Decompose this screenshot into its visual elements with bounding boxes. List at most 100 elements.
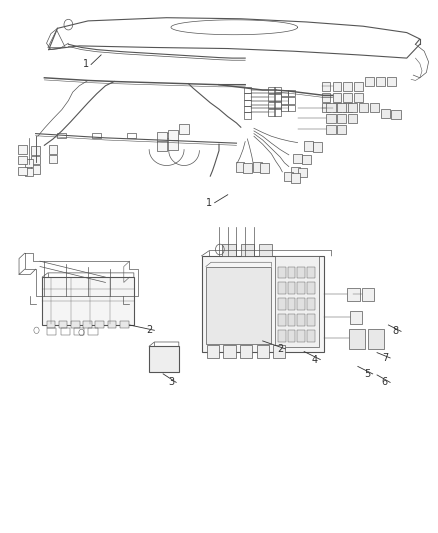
- Bar: [57, 133, 66, 138]
- Bar: [207, 345, 219, 358]
- Bar: [337, 114, 346, 123]
- Bar: [278, 330, 286, 342]
- Bar: [259, 244, 272, 256]
- Text: 7: 7: [382, 353, 388, 363]
- Bar: [307, 330, 314, 342]
- Bar: [278, 314, 286, 326]
- Bar: [275, 256, 319, 348]
- Bar: [275, 94, 282, 101]
- Bar: [18, 156, 27, 165]
- Bar: [46, 321, 55, 328]
- Bar: [59, 321, 67, 328]
- Bar: [42, 277, 134, 325]
- Text: 4: 4: [312, 354, 318, 365]
- Bar: [31, 165, 40, 174]
- Bar: [25, 167, 33, 176]
- Bar: [354, 93, 363, 102]
- Bar: [49, 155, 57, 164]
- Bar: [223, 244, 236, 256]
- Bar: [365, 77, 374, 86]
- Bar: [268, 87, 275, 93]
- Bar: [244, 100, 251, 106]
- Bar: [244, 87, 251, 93]
- Bar: [326, 103, 336, 112]
- Bar: [49, 146, 57, 154]
- Bar: [354, 82, 363, 91]
- Bar: [244, 93, 251, 100]
- Bar: [348, 114, 357, 123]
- Bar: [157, 132, 167, 142]
- Bar: [349, 329, 365, 349]
- Bar: [297, 282, 305, 294]
- Bar: [71, 321, 80, 328]
- Bar: [240, 345, 252, 358]
- Text: 2: 2: [277, 344, 283, 354]
- Bar: [278, 298, 286, 310]
- Bar: [291, 173, 300, 182]
- Text: 1: 1: [83, 60, 89, 69]
- Bar: [25, 159, 33, 167]
- Bar: [368, 329, 384, 349]
- Bar: [60, 328, 70, 335]
- Bar: [288, 298, 295, 310]
- Bar: [304, 141, 313, 151]
- Bar: [244, 106, 251, 112]
- Bar: [46, 328, 56, 335]
- Bar: [261, 164, 269, 173]
- Bar: [298, 167, 307, 177]
- Bar: [95, 321, 104, 328]
- Bar: [201, 256, 324, 352]
- Bar: [127, 133, 136, 138]
- Bar: [120, 321, 129, 328]
- Bar: [307, 314, 314, 326]
- Bar: [307, 282, 314, 294]
- Bar: [275, 87, 282, 93]
- Bar: [347, 288, 360, 301]
- Bar: [337, 103, 346, 112]
- Bar: [302, 155, 311, 165]
- Text: 5: 5: [364, 369, 371, 379]
- Bar: [257, 345, 269, 358]
- Bar: [293, 154, 302, 164]
- Bar: [281, 98, 288, 104]
- Bar: [381, 109, 390, 118]
- Bar: [278, 282, 286, 294]
- Bar: [297, 330, 305, 342]
- Bar: [18, 166, 27, 175]
- Text: 8: 8: [393, 326, 399, 336]
- Bar: [275, 109, 282, 116]
- Bar: [285, 172, 293, 181]
- Bar: [343, 103, 352, 112]
- Bar: [359, 103, 368, 112]
- Bar: [392, 110, 401, 119]
- Bar: [288, 98, 294, 104]
- Text: 6: 6: [382, 377, 388, 387]
- Bar: [313, 142, 321, 152]
- Text: 3: 3: [168, 377, 174, 387]
- Bar: [275, 102, 282, 108]
- Text: 1: 1: [206, 198, 212, 208]
- Bar: [307, 266, 314, 278]
- Bar: [288, 330, 295, 342]
- Bar: [288, 90, 294, 96]
- Bar: [74, 328, 84, 335]
- Bar: [206, 266, 272, 344]
- Bar: [243, 164, 252, 173]
- Bar: [343, 93, 352, 102]
- Bar: [288, 314, 295, 326]
- Bar: [92, 133, 101, 138]
- Bar: [83, 321, 92, 328]
- Bar: [297, 314, 305, 326]
- Bar: [321, 82, 330, 91]
- Bar: [370, 103, 379, 112]
- Bar: [288, 282, 295, 294]
- Bar: [241, 244, 254, 256]
- Bar: [337, 125, 346, 134]
- Bar: [387, 77, 396, 86]
- Bar: [332, 82, 341, 91]
- Bar: [268, 109, 275, 116]
- Bar: [31, 147, 40, 155]
- Bar: [321, 103, 330, 112]
- Bar: [362, 288, 374, 301]
- Bar: [157, 141, 167, 151]
